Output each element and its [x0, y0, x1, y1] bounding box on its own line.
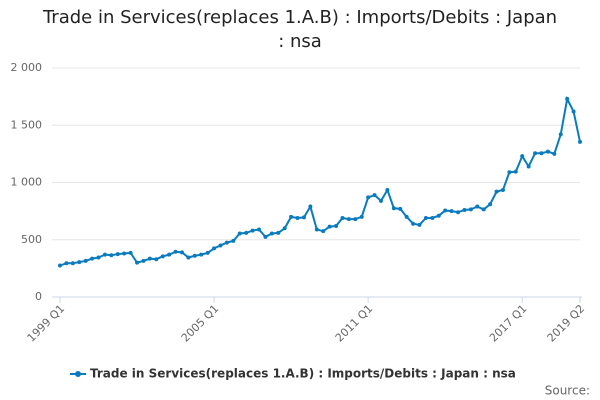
legend-marker: [75, 371, 81, 377]
point: [301, 215, 306, 220]
x-tick-label: 2019 Q2: [545, 302, 588, 345]
point: [115, 252, 120, 257]
point: [481, 207, 486, 212]
point: [173, 249, 178, 254]
point: [398, 206, 403, 211]
point: [391, 206, 396, 211]
point: [488, 202, 493, 207]
point: [507, 170, 512, 175]
point: [475, 204, 480, 209]
point: [282, 226, 287, 231]
point: [96, 255, 101, 260]
point: [154, 257, 159, 262]
y-tick-label: 500: [21, 233, 42, 246]
point: [231, 238, 236, 243]
point: [456, 210, 461, 215]
point: [308, 204, 313, 209]
x-tick-label: 1999 Q1: [25, 302, 68, 345]
point: [468, 207, 473, 212]
point: [199, 252, 204, 257]
point: [102, 252, 107, 257]
line: [59, 95, 581, 267]
point: [449, 209, 454, 214]
point: [411, 221, 416, 226]
y-tick-label: 0: [35, 290, 42, 303]
point: [520, 154, 525, 159]
point: [404, 214, 409, 219]
point: [128, 250, 133, 255]
point: [533, 151, 538, 156]
point: [417, 222, 422, 227]
point: [327, 224, 332, 229]
point: [571, 109, 576, 114]
point: [295, 215, 300, 220]
point: [237, 231, 242, 236]
point: [385, 187, 390, 192]
point: [334, 224, 339, 229]
y-tick-label: 1 000: [11, 176, 43, 189]
point: [160, 254, 165, 259]
point: [147, 256, 152, 261]
point: [462, 207, 467, 212]
legend-label: Trade in Services(replaces 1.A.B) : Impo…: [90, 367, 516, 381]
point: [340, 215, 345, 220]
point: [558, 132, 563, 137]
point: [494, 189, 499, 194]
point: [77, 260, 82, 265]
point: [250, 228, 255, 233]
point: [167, 252, 172, 257]
point: [430, 215, 435, 220]
point: [552, 151, 557, 156]
point: [372, 193, 377, 198]
point: [70, 261, 75, 266]
point: [90, 256, 95, 261]
point: [276, 230, 281, 235]
point: [513, 169, 518, 174]
point: [366, 195, 371, 200]
x-tick-label: 2005 Q1: [179, 302, 222, 345]
x-tick-label: 2011 Q1: [333, 302, 376, 345]
point: [109, 253, 114, 258]
x-tick-label: 2017 Q1: [487, 302, 530, 345]
point: [205, 250, 210, 255]
point: [212, 246, 217, 251]
point: [141, 258, 146, 263]
point: [83, 258, 88, 263]
point: [443, 208, 448, 213]
point: [565, 96, 570, 101]
point: [378, 198, 383, 203]
y-tick-label: 2 000: [11, 61, 43, 74]
chart-title: Trade in Services(replaces 1.A.B) : Impo…: [42, 7, 558, 52]
point: [58, 263, 62, 268]
point: [545, 149, 550, 154]
source: Source:: [545, 384, 590, 398]
point: [359, 214, 364, 219]
point: [353, 217, 358, 222]
y-tick-label: 1 500: [11, 118, 43, 131]
point: [218, 243, 223, 248]
point: [224, 240, 229, 245]
point: [269, 231, 274, 236]
point: [423, 215, 428, 220]
point: [263, 234, 268, 239]
point: [135, 260, 140, 265]
point: [257, 227, 262, 232]
point: [186, 255, 191, 260]
point: [436, 213, 441, 218]
point: [289, 214, 294, 219]
point: [122, 251, 127, 256]
point: [314, 227, 319, 232]
point: [539, 151, 544, 156]
point: [526, 164, 531, 169]
point: [578, 139, 582, 144]
point: [192, 253, 197, 258]
point: [321, 229, 326, 234]
point: [244, 230, 249, 235]
point: [64, 261, 69, 266]
point: [179, 250, 184, 255]
point: [500, 187, 505, 192]
point: [346, 217, 351, 222]
